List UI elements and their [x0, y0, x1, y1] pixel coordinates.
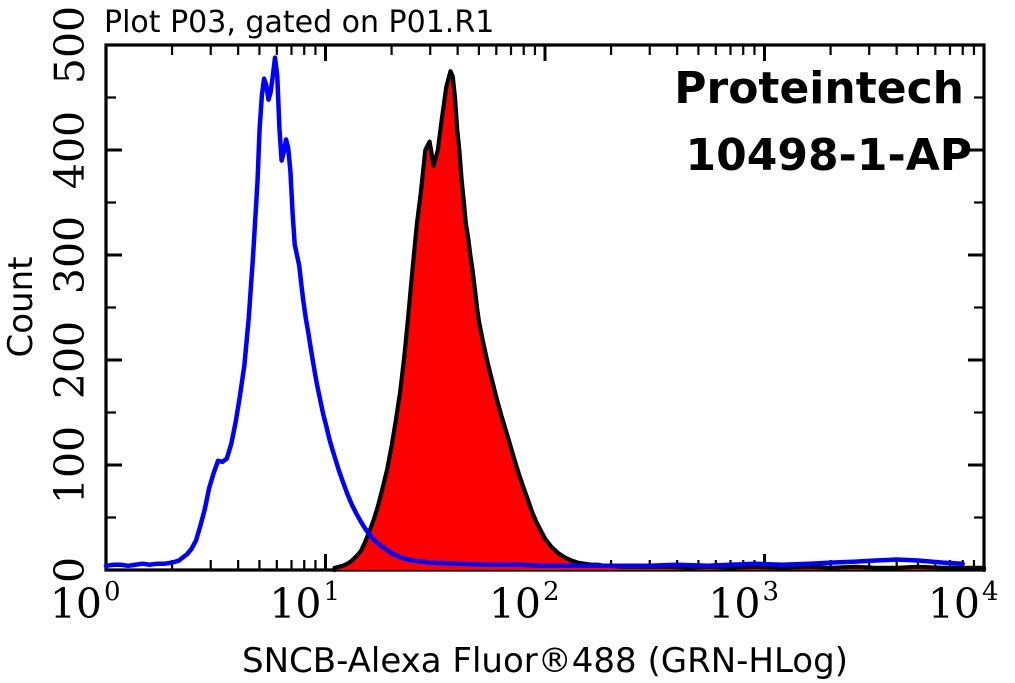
series-sample-outline — [332, 69, 987, 573]
x-tick-exponent: 2 — [543, 577, 560, 607]
y-axis-ticks — [106, 43, 984, 572]
y-axis-tick-labels: 0 100 200 300 400 500 — [46, 6, 94, 583]
y-tick-label: 200 — [46, 321, 94, 399]
y-tick-label: 100 — [46, 426, 94, 504]
y-tick-label: 500 — [46, 6, 94, 84]
y-tick-label: 400 — [46, 111, 94, 189]
x-axis-label: SNCB-Alexa Fluor®488 (GRN-HLog) — [242, 641, 848, 681]
x-axis-ticks — [104, 45, 986, 570]
x-tick-exponent: 1 — [324, 577, 341, 607]
x-tick-exponent: 0 — [104, 577, 121, 607]
x-tick-label: 10 — [489, 580, 541, 628]
y-axis-label: Count — [1, 257, 41, 358]
x-tick-label: 10 — [50, 580, 102, 628]
annotation-catalog-number: 10498-1-AP — [685, 130, 972, 181]
y-tick-label: 0 — [46, 557, 94, 583]
x-tick-label: 10 — [928, 580, 980, 628]
y-tick-label: 300 — [46, 216, 94, 294]
series-sample-fill — [334, 71, 985, 570]
series-control-line — [103, 55, 965, 569]
x-tick-label: 10 — [708, 580, 760, 628]
x-tick-label: 10 — [269, 580, 321, 628]
x-tick-exponent: 4 — [982, 577, 999, 607]
x-tick-exponent: 3 — [763, 577, 780, 607]
x-axis-tick-labels: 10 0 10 1 10 2 10 3 10 4 — [50, 577, 999, 628]
series-group — [103, 55, 987, 573]
plot-frame — [104, 43, 986, 572]
annotation-brand: Proteintech — [674, 63, 964, 114]
page-title: Plot P03, gated on P01.R1 — [104, 5, 494, 40]
